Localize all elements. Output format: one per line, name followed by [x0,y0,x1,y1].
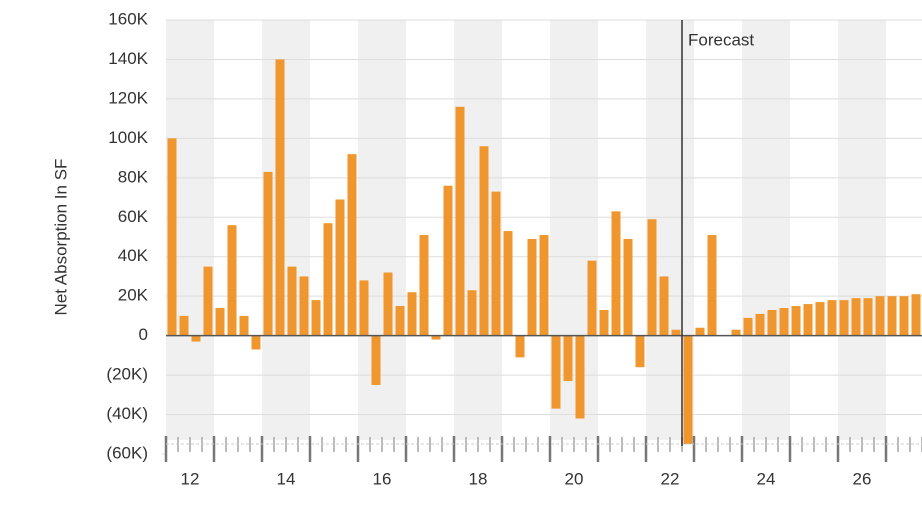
bar [311,300,321,336]
bar [179,315,189,336]
year-band [358,20,406,440]
bar [299,276,309,336]
x-tick-label: 22 [661,469,680,488]
x-tick-label: 12 [181,469,200,488]
bar [395,306,405,336]
bar [791,306,801,336]
bar [815,302,825,336]
bar [251,335,261,350]
year-band [838,20,886,440]
bar [431,335,441,340]
bar [455,106,465,336]
y-tick-label: 100K [108,128,148,147]
x-tick-label: 18 [469,469,488,488]
y-tick-label: 80K [118,167,149,186]
y-tick-label: (20K) [106,365,148,384]
bar [707,235,717,336]
bar [911,294,921,336]
bar [767,309,777,336]
bar [515,335,525,358]
bar [383,272,393,336]
bar [275,59,285,336]
x-tick-label: 16 [373,469,392,488]
bar [407,292,417,336]
bar [491,191,501,336]
y-tick-label: (60K) [106,443,148,462]
bar [323,223,333,336]
bar [347,154,357,336]
bar [503,231,513,336]
bar [539,235,549,336]
bar [863,298,873,336]
bar [839,300,849,336]
x-tick-label: 20 [565,469,584,488]
bar [359,280,369,336]
bar [599,309,609,336]
bar [203,266,213,336]
bar [635,335,645,368]
bar [467,290,477,336]
bar [743,317,753,336]
bar [803,304,813,336]
bar [215,308,225,336]
bar [563,335,573,382]
y-tick-label: (40K) [106,404,148,423]
bar [527,238,537,336]
bar [191,335,201,342]
bar [611,211,621,336]
y-tick-label: 20K [118,286,149,305]
forecast-label: Forecast [688,30,754,49]
bar [551,335,561,409]
bar [827,300,837,336]
bar [263,171,273,336]
y-tick-label: 160K [108,9,148,28]
y-tick-label: 40K [118,246,149,265]
bar [419,235,429,336]
bar [227,225,237,336]
x-tick-label: 24 [757,469,776,488]
bar [335,199,345,336]
y-tick-label: 140K [108,49,148,68]
bar [851,298,861,336]
bar [623,238,633,336]
x-tick-label: 14 [277,469,296,488]
y-tick-label: 120K [108,88,148,107]
bar [167,138,177,336]
bar [287,266,297,336]
bar [239,315,249,336]
x-tick-label: 26 [853,469,872,488]
bar [899,296,909,336]
bar [695,327,705,336]
y-tick-label: 0 [139,325,148,344]
bar [587,260,597,336]
y-axis-label: Net Absorption In SF [51,159,70,316]
bar [671,329,681,336]
bar [479,146,489,336]
bar [683,335,693,445]
bar [659,276,669,336]
bar [887,296,897,336]
bar [647,219,657,336]
year-band [742,20,790,440]
bar [371,335,381,385]
bar [443,185,453,336]
bar [731,329,741,336]
bar [875,296,885,336]
bar [575,335,585,419]
bar [779,308,789,336]
bar [755,313,765,336]
y-tick-label: 60K [118,207,149,226]
